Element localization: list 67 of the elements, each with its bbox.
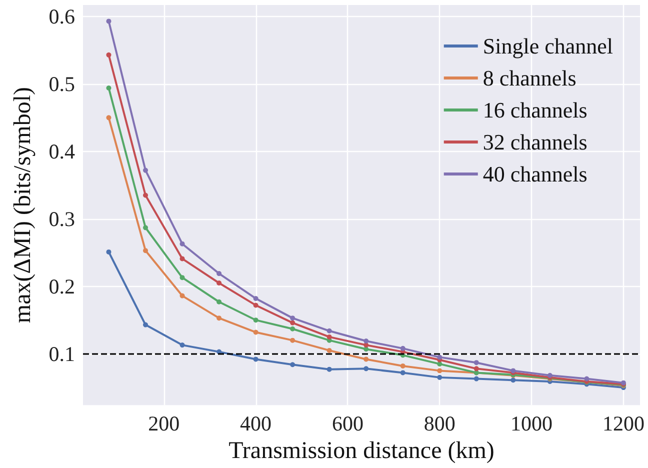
y-tick-label: 0.6 [48,4,75,28]
point [326,366,332,372]
point [437,374,442,380]
point [143,225,148,230]
point [290,362,296,368]
x-tick-label: 200 [148,412,180,436]
point [364,338,369,344]
point [180,241,185,246]
point [106,115,112,120]
point [290,338,296,343]
point [290,326,296,332]
point [474,376,479,382]
point [326,348,332,353]
point [437,368,442,374]
point [253,302,258,308]
point [106,85,112,90]
y-tick-label: 0.1 [48,342,75,366]
y-axis-title: max(ΔMI) (bits/symbol) [10,87,36,324]
point [143,168,148,173]
legend-label: Single channel [482,34,614,58]
point [216,271,222,276]
point [510,378,516,383]
x-tick-label: 1000 [510,412,553,436]
point [326,334,332,340]
point [216,299,222,304]
point [106,249,112,254]
point [216,280,222,286]
point [474,366,479,372]
legend-label: 8 channels [482,66,576,90]
legend-label: 32 channels [482,130,588,154]
point [400,346,406,351]
point [253,330,258,335]
point [180,275,185,280]
legend-label: 16 channels [482,98,588,122]
point [437,354,442,360]
point [290,316,296,321]
point [584,376,590,382]
y-tick-label: 0.5 [48,72,75,96]
point [290,320,296,326]
point [143,192,148,198]
point [253,296,258,301]
point [253,318,258,323]
x-tick-label: 400 [240,412,272,436]
y-tick-label: 0.3 [48,206,75,231]
point [143,248,148,254]
point [437,361,442,366]
point [400,370,406,376]
x-tick-label: 600 [332,412,364,436]
x-tick-label: 1200 [602,412,644,436]
point [364,356,369,362]
point [180,342,185,348]
point [106,18,112,24]
point [180,293,185,298]
point [400,363,406,368]
point [106,52,112,58]
point [180,256,185,262]
x-tick-label: 800 [424,412,456,436]
point [253,356,258,362]
point [474,360,479,366]
point [216,316,222,321]
y-tick-label: 0.4 [48,139,76,164]
y-tick-label: 0.2 [48,274,75,298]
point [326,328,332,334]
point [364,366,369,372]
point [143,322,148,328]
x-axis-title: Transmission distance (km) [228,438,494,464]
legend-label: 40 channels [482,162,588,186]
